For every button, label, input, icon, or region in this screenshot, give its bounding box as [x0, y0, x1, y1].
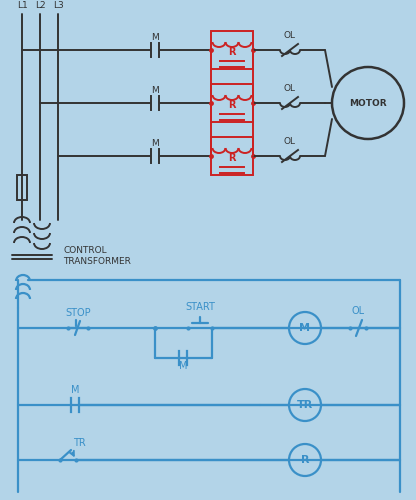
Text: OL: OL: [284, 84, 296, 93]
Text: TR: TR: [73, 438, 86, 448]
Text: L1: L1: [17, 1, 27, 10]
Bar: [211, 137, 253, 175]
Text: OL: OL: [284, 31, 296, 40]
Text: M: M: [179, 361, 187, 371]
Text: R: R: [228, 153, 236, 163]
Text: L2: L2: [35, 1, 45, 10]
Text: L3: L3: [53, 1, 63, 10]
Text: START: START: [185, 302, 215, 312]
Text: M: M: [151, 86, 159, 95]
Text: TRANSFORMER: TRANSFORMER: [63, 257, 131, 266]
Bar: [211, 84, 253, 122]
Bar: [211, 31, 253, 69]
Bar: [17, 175, 27, 200]
Text: M: M: [151, 139, 159, 148]
Text: STOP: STOP: [65, 308, 91, 318]
Text: MOTOR: MOTOR: [349, 98, 387, 108]
Text: CONTROL: CONTROL: [63, 246, 106, 255]
Text: TR: TR: [297, 400, 313, 410]
Text: M: M: [71, 385, 79, 395]
Text: R: R: [228, 47, 236, 57]
Text: OL: OL: [352, 306, 364, 316]
Text: OL: OL: [284, 137, 296, 146]
Text: R: R: [301, 455, 309, 465]
Text: R: R: [228, 100, 236, 110]
Text: M: M: [151, 33, 159, 42]
Text: M: M: [300, 323, 310, 333]
